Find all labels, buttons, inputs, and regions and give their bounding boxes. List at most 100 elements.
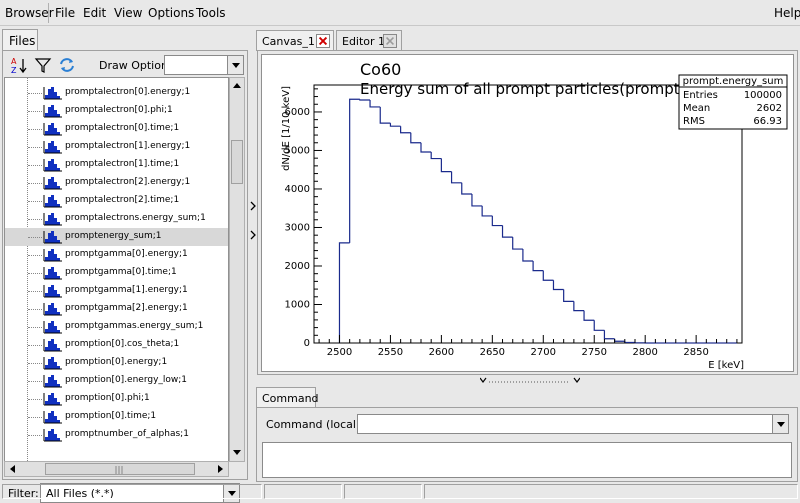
- x-tick-label: 2850: [683, 347, 708, 358]
- file-tree[interactable]: promptalectron[0].energy;1 promptalectron…: [4, 77, 229, 462]
- tree-item[interactable]: promptalectron[0].energy;1: [5, 84, 228, 102]
- histogram-icon: [43, 194, 63, 208]
- histogram-icon: [43, 410, 63, 424]
- status-cell-3: [344, 484, 422, 499]
- tree-item[interactable]: promptgamma[0].energy;1: [5, 246, 228, 264]
- tree-branch-line: [28, 255, 42, 256]
- scroll-down-icon[interactable]: [232, 449, 242, 457]
- tree-item[interactable]: promption[0].cos_theta;1: [5, 336, 228, 354]
- tree-item[interactable]: promptalectron[1].time;1: [5, 156, 228, 174]
- draw-option-combo[interactable]: [164, 55, 244, 75]
- menu-file[interactable]: File: [55, 6, 75, 20]
- scroll-left-icon[interactable]: [8, 464, 16, 474]
- menu-view[interactable]: View: [114, 6, 142, 20]
- y-tick-label: 2000: [285, 261, 310, 272]
- command-input[interactable]: [357, 414, 789, 434]
- tree-item[interactable]: promptalectrons.energy_sum;1: [5, 210, 228, 228]
- tree-item-label: promptnumber_of_alphas;1: [65, 429, 189, 439]
- menu-tools[interactable]: Tools: [196, 6, 226, 20]
- histogram-icon: [43, 140, 63, 154]
- tab-command[interactable]: Command: [256, 387, 316, 408]
- scroll-right-icon[interactable]: [217, 464, 225, 474]
- tree-item-label: promptalectrons.energy_sum;1: [65, 213, 206, 223]
- scroll-up-icon[interactable]: [232, 81, 242, 89]
- tree-item-label: promptgamma[2].energy;1: [65, 303, 188, 313]
- y-tick-label: 4000: [285, 184, 310, 195]
- chevron-down-icon[interactable]: [227, 56, 243, 74]
- histogram-icon: [43, 212, 63, 226]
- scroll-thumb[interactable]: [231, 140, 243, 184]
- histogram-bin: [492, 216, 502, 226]
- grip-icon: [114, 466, 124, 474]
- histogram-icon: [43, 248, 63, 262]
- tree-item[interactable]: promptalectron[1].energy;1: [5, 138, 228, 156]
- collapse-left-icon[interactable]: [250, 201, 256, 211]
- histogram-bin: [390, 123, 400, 126]
- filter-icon[interactable]: [34, 56, 52, 74]
- histogram-icon: [43, 338, 63, 352]
- tree-item[interactable]: promptalectron[2].energy;1: [5, 174, 228, 192]
- tree-item[interactable]: promptgamma[1].energy;1: [5, 282, 228, 300]
- tree-branch-line: [28, 219, 42, 220]
- x-tick-label: 2650: [480, 347, 505, 358]
- tab-files[interactable]: Files: [2, 29, 38, 51]
- tree-item[interactable]: promptalectron[0].time;1: [5, 120, 228, 138]
- sort-az-icon[interactable]: A Z: [10, 56, 28, 74]
- tree-item[interactable]: promption[0].energy;1: [5, 354, 228, 372]
- tree-item[interactable]: promptgamma[2].energy;1: [5, 300, 228, 318]
- tree-item[interactable]: promption[0].time;1: [5, 408, 228, 426]
- chevron-down-icon[interactable]: [772, 415, 788, 433]
- tree-item[interactable]: promptalectron[0].phi;1: [5, 102, 228, 120]
- menu-browser[interactable]: Browser: [5, 6, 54, 20]
- tree-horizontal-scrollbar[interactable]: [4, 461, 229, 477]
- expand-right-icon[interactable]: [250, 230, 256, 240]
- tree-item[interactable]: promptnumber_of_alphas;1: [5, 426, 228, 444]
- tree-item[interactable]: promptgammas.energy_sum;1: [5, 318, 228, 336]
- menu-help[interactable]: Help: [774, 6, 800, 20]
- menu-edit[interactable]: Edit: [83, 6, 106, 20]
- stats-rms-value: 66.93: [753, 116, 782, 127]
- tree-item-label: promptalectron[2].time;1: [65, 195, 179, 205]
- canvas-tab-bar: Canvas_1 Editor 1: [256, 27, 800, 51]
- splitter-grip[interactable]: [480, 377, 580, 385]
- histogram-bin: [523, 249, 533, 261]
- histogram-bin: [574, 301, 584, 310]
- tree-item[interactable]: promptgamma[0].time;1: [5, 264, 228, 282]
- x-tick-label: 2800: [632, 347, 657, 358]
- tab-editor-1-label: Editor 1: [342, 35, 385, 48]
- histogram-bin: [472, 194, 482, 206]
- tree-item-label: promption[0].energy_low;1: [65, 375, 187, 385]
- chart-title-line2: Energy sum of all prompt particles(promp…: [360, 80, 685, 98]
- tab-canvas-1[interactable]: Canvas_1: [256, 30, 334, 51]
- y-axis-label: dN/dE [1/10 keV]: [281, 86, 292, 171]
- histogram-bin: [625, 341, 635, 342]
- tree-item[interactable]: promptenergy_sum;1: [5, 228, 228, 246]
- tree-branch-line: [28, 237, 42, 238]
- tree-item[interactable]: promptalectron[2].time;1: [5, 192, 228, 210]
- tree-item[interactable]: promption[0].energy_low;1: [5, 372, 228, 390]
- stats-box[interactable]: prompt.energy_sum Entries 100000 Mean 26…: [679, 75, 787, 129]
- close-icon[interactable]: [316, 34, 330, 48]
- tree-branch-line: [28, 129, 42, 130]
- command-output[interactable]: [262, 442, 792, 478]
- tab-editor-1[interactable]: Editor 1: [336, 30, 402, 51]
- refresh-icon[interactable]: [58, 56, 76, 74]
- tree-item-label: promptalectron[0].energy;1: [65, 87, 190, 97]
- tree-item-label: promptgamma[0].energy;1: [65, 249, 188, 259]
- histogram-bin: [513, 237, 523, 249]
- tree-vertical-scrollbar[interactable]: [229, 77, 245, 462]
- histogram-bin: [482, 206, 492, 216]
- histogram-icon: [43, 356, 63, 370]
- menu-options[interactable]: Options: [148, 6, 194, 20]
- tree-item[interactable]: promption[0].phi;1: [5, 390, 228, 408]
- histogram-icon: [43, 428, 63, 442]
- splitter-grip-icon[interactable]: [480, 377, 580, 385]
- scroll-thumb-horizontal[interactable]: [45, 463, 195, 475]
- tree-item-label: promptalectron[1].energy;1: [65, 141, 190, 151]
- y-tick-label: 0: [304, 338, 310, 349]
- browser-toolbar: A Z Draw Option:: [3, 51, 247, 79]
- histogram-bin: [452, 172, 462, 183]
- close-icon[interactable]: [383, 34, 397, 48]
